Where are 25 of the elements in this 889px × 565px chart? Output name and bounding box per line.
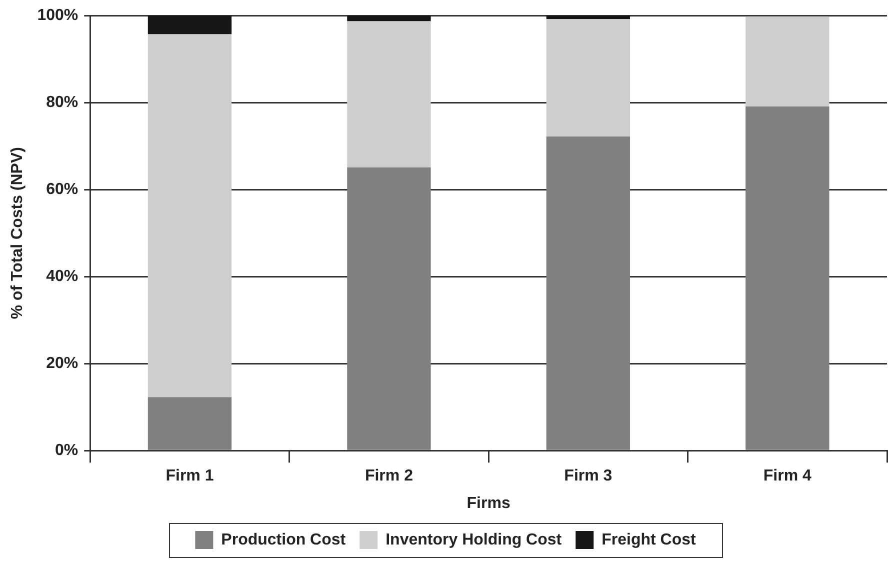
legend-label: Freight Cost bbox=[602, 531, 696, 548]
y-axis-title: % of Total Costs (NPV) bbox=[9, 147, 26, 320]
legend-label: Inventory Holding Cost bbox=[386, 531, 562, 548]
bar bbox=[546, 136, 630, 450]
bar bbox=[148, 34, 232, 398]
x-tick-label: Firm 2 bbox=[364, 468, 414, 485]
bar bbox=[347, 16, 431, 22]
y-tick-label: 100% bbox=[37, 7, 78, 24]
y-tick-label: 0% bbox=[54, 442, 78, 460]
legend-label: Production Cost bbox=[221, 531, 346, 548]
x-tick-label: Firm 4 bbox=[763, 468, 812, 485]
y-tick-label: 40% bbox=[46, 268, 78, 286]
y-tick-label: 80% bbox=[46, 94, 78, 112]
bar bbox=[546, 19, 630, 137]
bar bbox=[347, 21, 431, 168]
x-tick-label: Firm 1 bbox=[166, 468, 214, 485]
bar bbox=[347, 167, 431, 450]
bar bbox=[746, 106, 830, 450]
bar bbox=[148, 16, 232, 34]
x-tick-label: Firm 3 bbox=[564, 468, 612, 485]
y-tick-label: 60% bbox=[46, 181, 78, 198]
x-axis-title: Firms bbox=[466, 494, 510, 512]
bar bbox=[746, 16, 830, 107]
bar bbox=[148, 397, 232, 450]
y-tick-label: 20% bbox=[46, 355, 78, 372]
